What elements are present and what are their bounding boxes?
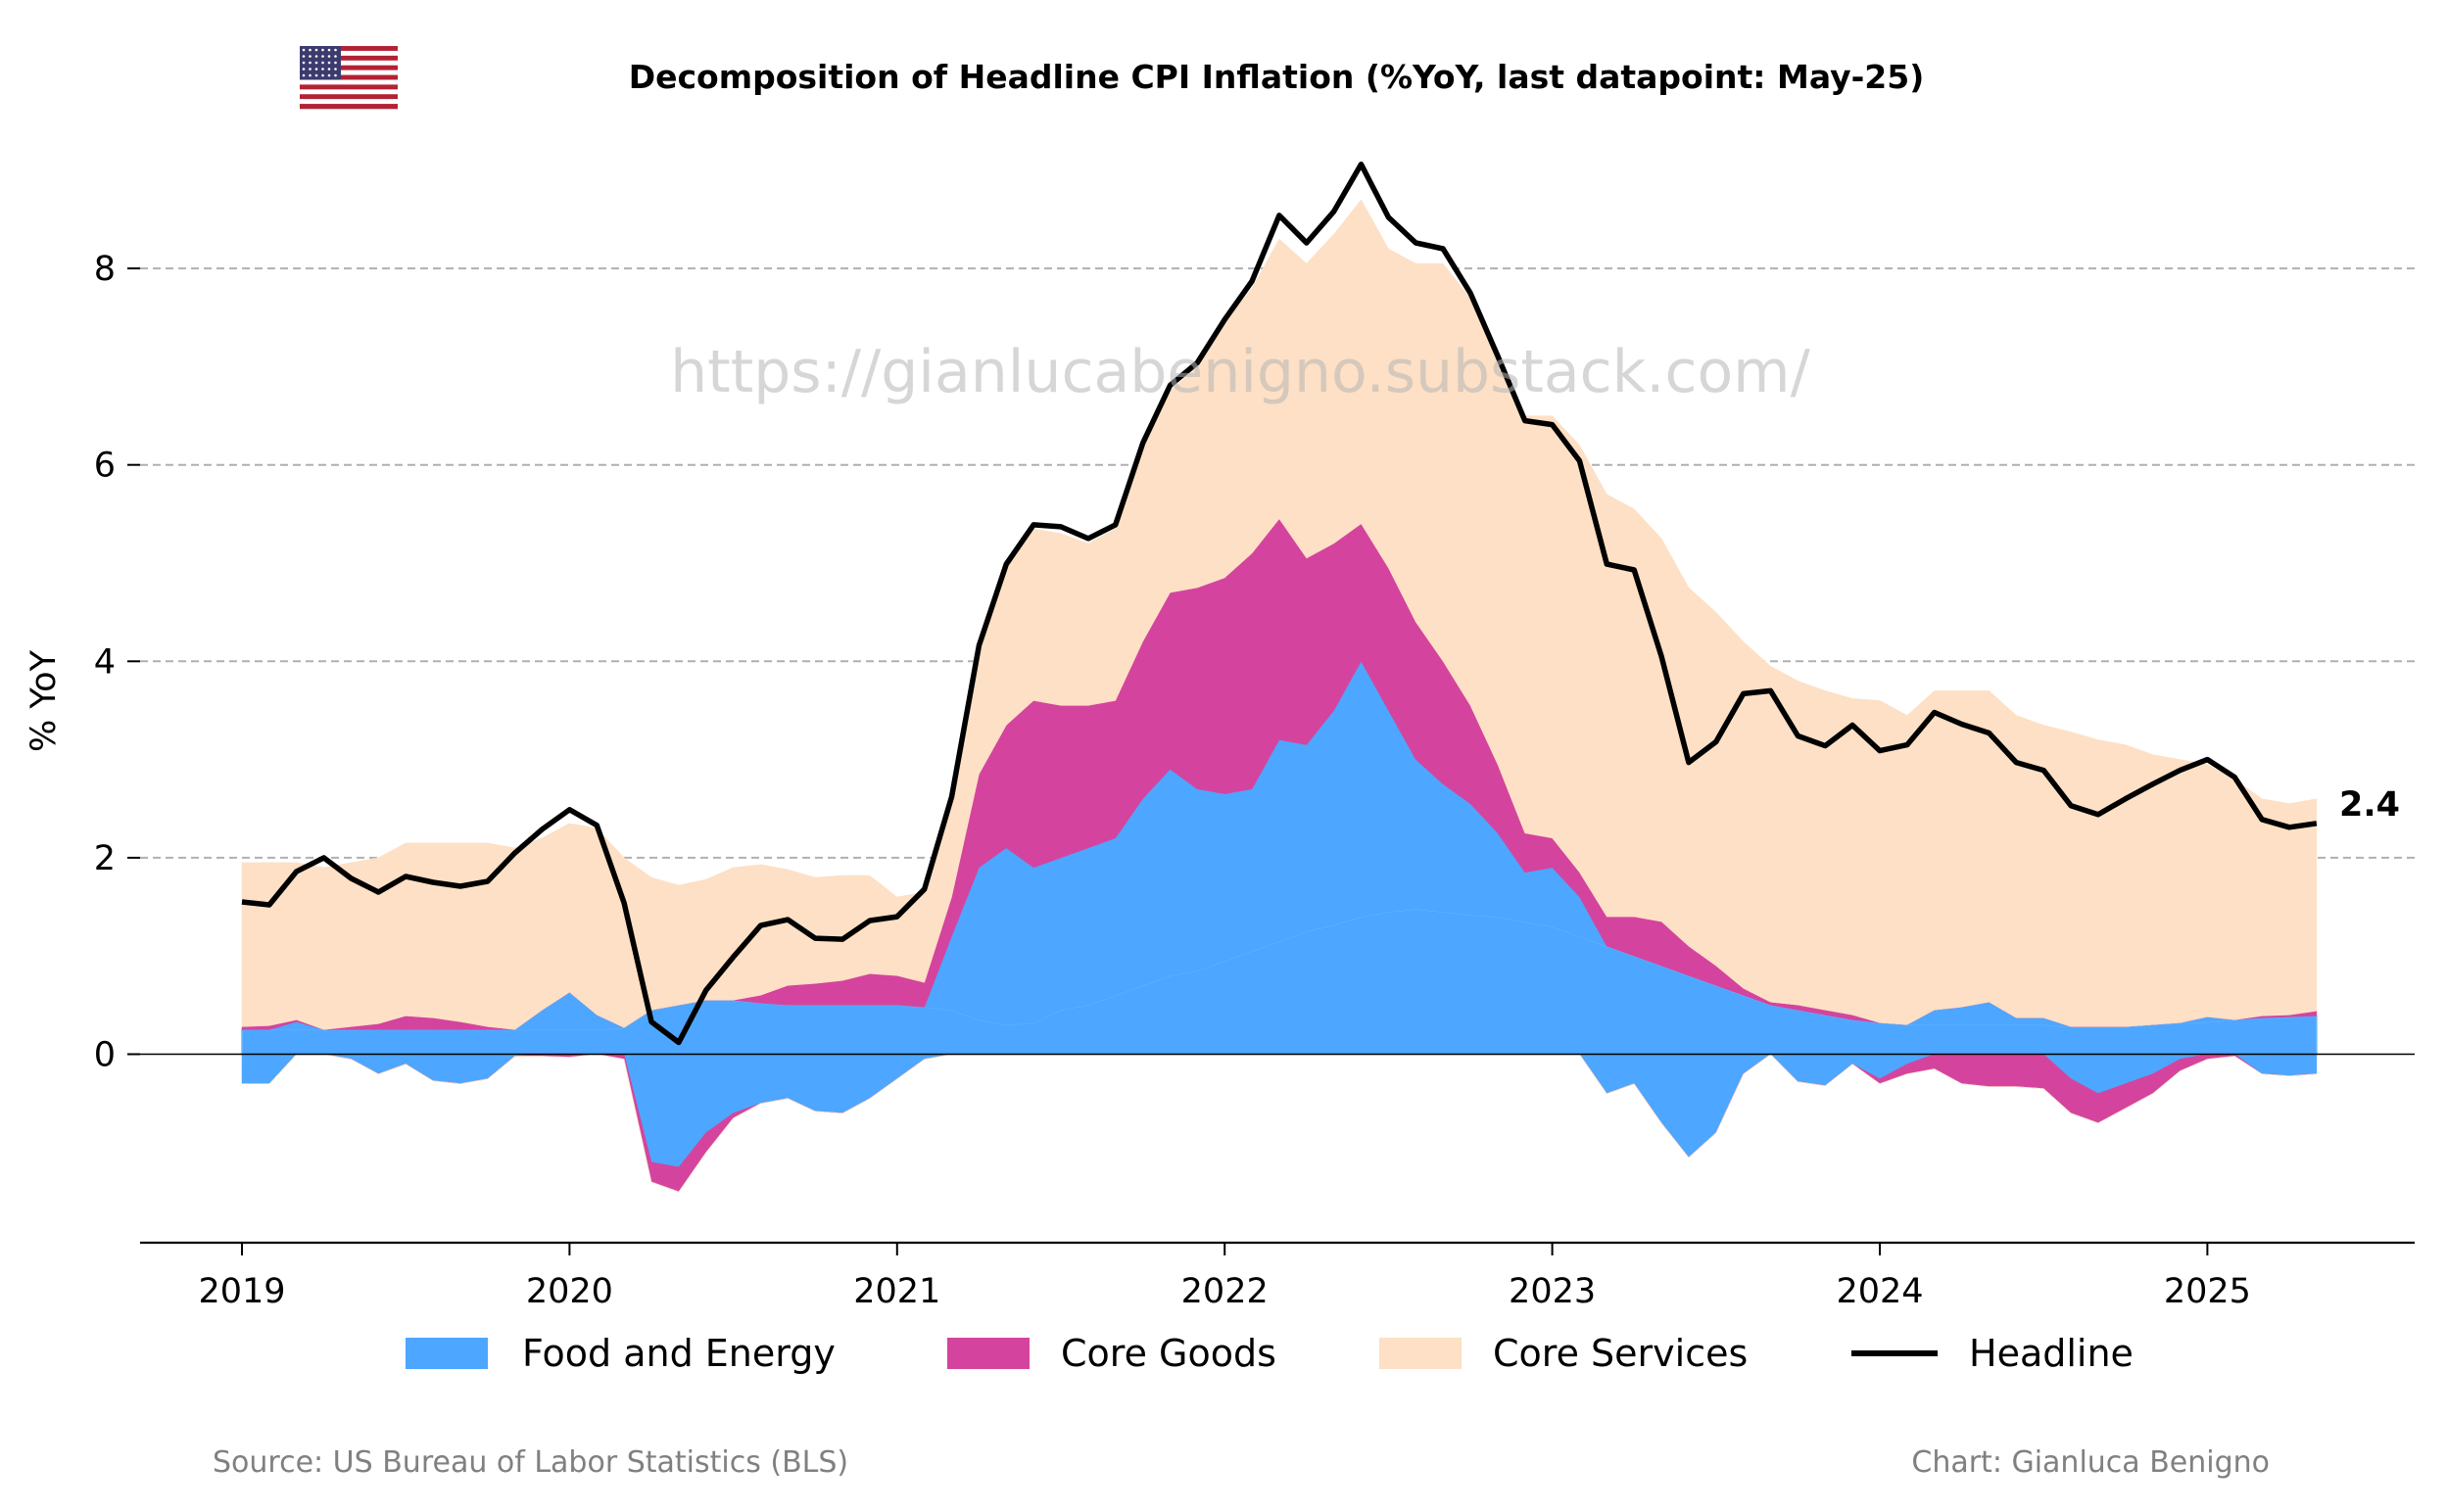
area-core-services-neg (242, 1054, 2317, 1193)
chart-title: Decomposition of Headline CPI Inflation … (629, 58, 1925, 96)
legend: Food and Energy Core Goods Core Services… (406, 1332, 2134, 1375)
flag-star (327, 61, 331, 65)
area-core-goods-neg (242, 1054, 2317, 1193)
flag-star (321, 68, 324, 71)
x-axis: 2019 2020 2021 2022 2023 2024 2025 (140, 1241, 2415, 1311)
flag-stripe (300, 70, 398, 75)
flag-star (309, 48, 312, 52)
flag-stripe (300, 65, 398, 71)
x-tick-label: 2023 (1509, 1272, 1596, 1311)
x-tick-label: 2024 (1836, 1272, 1923, 1311)
flag-star (309, 73, 312, 77)
flag-star (309, 68, 312, 71)
flag-canton (300, 46, 341, 80)
flag-star (309, 55, 312, 58)
flag-star (334, 61, 337, 65)
y-tick-label: 4 (94, 642, 116, 682)
flag-star (327, 73, 331, 77)
x-tick-label: 2025 (2164, 1272, 2251, 1311)
flag-star (302, 61, 306, 65)
flag-stripe (300, 50, 398, 57)
flag-star (334, 68, 337, 71)
flag-star (302, 73, 306, 77)
flag-stripe (300, 46, 398, 52)
y-axis: 0 2 4 6 8 (94, 250, 140, 1075)
y-axis-label: % YoY (24, 649, 64, 752)
legend-swatch-core-services (1379, 1338, 1462, 1369)
flag-star (334, 48, 337, 52)
flag-stripe (300, 55, 398, 62)
flag-stripe (300, 84, 398, 90)
legend-label-headline: Headline (1969, 1332, 2134, 1375)
flag-star (321, 61, 324, 65)
watermark: https://gianlucabenigno.substack.com/ (670, 338, 1810, 406)
flag-star (314, 55, 318, 58)
legend-label-core-goods: Core Goods (1061, 1332, 1276, 1375)
legend-swatch-food-energy (406, 1338, 488, 1369)
flag-star (314, 73, 318, 77)
flag-stripe (300, 94, 398, 100)
y-tick-label: 0 (94, 1036, 116, 1075)
flag-star (334, 55, 337, 58)
legend-label-food-energy: Food and Energy (522, 1332, 836, 1375)
x-tick-label: 2019 (198, 1272, 285, 1311)
flag-stripe (300, 104, 398, 110)
y-tick-label: 2 (94, 839, 116, 878)
flag-stripe (300, 74, 398, 80)
us-flag-icon (300, 46, 398, 110)
flag-star (327, 48, 331, 52)
y-tick-label: 8 (94, 250, 116, 289)
legend-label-core-services: Core Services (1493, 1332, 1748, 1375)
flag-star (302, 68, 306, 71)
stacked-areas (241, 199, 2318, 1193)
flag-star (321, 48, 324, 52)
x-tick-label: 2020 (526, 1272, 613, 1311)
flag-star (314, 61, 318, 65)
flag-star (327, 68, 331, 71)
flag-star (321, 73, 324, 77)
flag-star (327, 55, 331, 58)
x-tick-label: 2022 (1181, 1272, 1269, 1311)
flag-star (309, 61, 312, 65)
chart-credit: Chart: Gianluca Benigno (1911, 1445, 2270, 1480)
flag-star (334, 73, 337, 77)
flag-star (314, 68, 318, 71)
flag-star (314, 48, 318, 52)
legend-swatch-core-goods (947, 1338, 1030, 1369)
flag-stripe (300, 99, 398, 105)
flag-stripe (300, 79, 398, 85)
source-note: Source: US Bureau of Labor Statistics (B… (213, 1445, 848, 1480)
headline-line (241, 162, 2318, 1046)
flag-star (321, 55, 324, 58)
flag-star (302, 48, 306, 52)
flag-stripe (300, 60, 398, 66)
y-tick-label: 6 (94, 447, 116, 486)
flag-star (302, 55, 306, 58)
last-value-label: 2.4 (2339, 785, 2400, 825)
x-tick-label: 2021 (853, 1272, 940, 1311)
flag-stripe (300, 89, 398, 95)
